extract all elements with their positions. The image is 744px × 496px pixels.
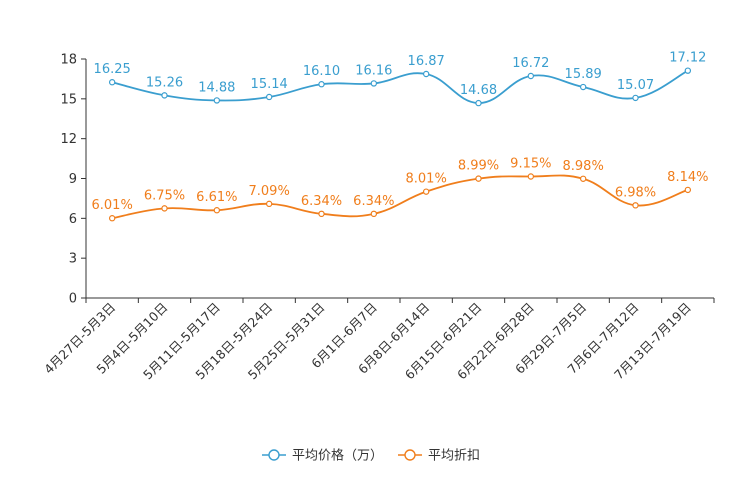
y-tick-label: 9: [69, 172, 77, 187]
series-0-point: [422, 70, 430, 78]
legend-marker-icon: [268, 449, 280, 461]
legend-label: 平均价格（万）: [292, 448, 383, 464]
series-0-data-label: 15.07: [617, 78, 654, 93]
series-1-point: [213, 207, 221, 214]
y-tick-label: 15: [60, 92, 77, 107]
legend[interactable]: 平均价格（万） 平均折扣: [262, 448, 480, 464]
series-1-data-label: 8.99%: [458, 159, 499, 174]
series-0-data-label: 15.26: [146, 75, 183, 90]
series-line-1: [112, 174, 689, 220]
series-1-data-label: 6.01%: [92, 198, 133, 213]
series-0-data-label: 14.68: [460, 83, 497, 98]
series-1-point: [527, 173, 535, 180]
series-1-data-label: 8.98%: [563, 159, 604, 174]
series-0-point: [527, 72, 535, 80]
series-1-data-label: 6.61%: [196, 190, 237, 205]
series-1-point: [370, 210, 378, 218]
series-1-data-label: 6.98%: [615, 185, 656, 200]
y-tick-label: 0: [69, 292, 77, 307]
series-0-data-label: 16.72: [512, 56, 549, 71]
series-1-data-label: 6.34%: [353, 194, 394, 209]
series-0-point: [161, 92, 168, 99]
y-tick-label: 18: [60, 53, 77, 68]
series-1-data-label: 8.01%: [406, 172, 447, 187]
legend-item-0[interactable]: 平均价格（万）: [262, 448, 383, 464]
legend-label: 平均折扣: [428, 449, 480, 464]
series-0-data-label: 16.25: [94, 62, 131, 77]
series-0-point: [108, 79, 116, 86]
series-1-point: [579, 175, 587, 182]
series-0-data-label: 15.14: [251, 77, 288, 92]
series-1-point: [422, 188, 430, 195]
series-0-data-label: 14.88: [198, 80, 235, 95]
series-1-point: [475, 175, 482, 182]
series-1-point: [161, 205, 168, 212]
series-1-point: [318, 210, 325, 218]
series-1-point: [265, 200, 273, 208]
y-tick-label: 6: [69, 212, 77, 227]
series-0-point: [684, 67, 692, 74]
series-0-point: [370, 80, 378, 87]
axes: 03691215184月27日-5月3日5月4日-5月10日5月11日-5月17…: [41, 53, 715, 382]
series-0-point: [579, 83, 587, 91]
series-1-point: [108, 215, 116, 222]
series-1-point: [684, 186, 692, 194]
series-1-data-label: 6.75%: [144, 188, 185, 203]
data-labels: 16.25 15.26 14.88 15.14 16.10 16.16 16.87 14.68…: [92, 51, 709, 214]
series-1-data-label: 6.34%: [301, 194, 342, 209]
y-tick-label: 12: [60, 132, 77, 147]
legend-item-1[interactable]: 平均折扣: [398, 449, 480, 464]
series-0-data-label: 16.16: [355, 63, 392, 78]
series-0-point: [632, 94, 639, 102]
series-0-point: [475, 99, 482, 107]
series-layer: [108, 67, 692, 222]
legend-marker-icon: [404, 449, 416, 461]
series-0-point: [213, 97, 221, 104]
series-0-point: [318, 81, 325, 88]
series-0-data-label: 16.87: [408, 54, 445, 69]
series-1-point: [632, 202, 639, 209]
series-1-data-label: 9.15%: [510, 157, 551, 172]
series-1-data-label: 8.14%: [667, 170, 708, 185]
series-1-data-label: 7.09%: [249, 184, 290, 199]
y-tick-label: 3: [69, 252, 77, 267]
series-0-data-label: 16.10: [303, 64, 340, 79]
series-0-point: [265, 93, 273, 101]
series-0-data-label: 15.89: [565, 67, 602, 82]
series-0-data-label: 17.12: [669, 51, 706, 66]
